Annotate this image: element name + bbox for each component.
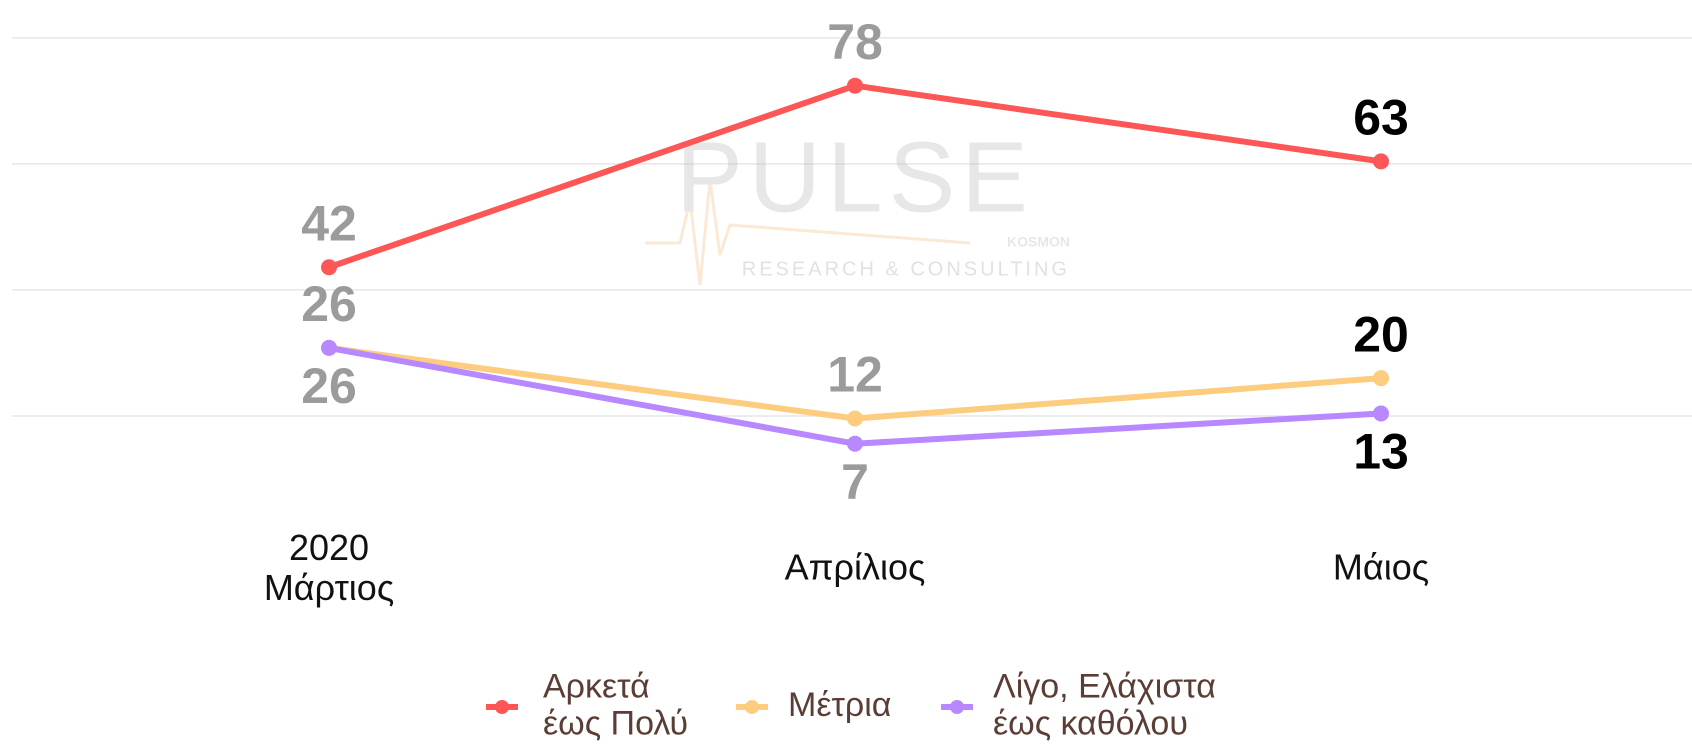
legend-label: Αρκετά έως Πολύ (543, 667, 688, 742)
point (321, 339, 337, 356)
data-label: 78 (827, 14, 883, 70)
x-tick-label: Μάιος (1333, 547, 1429, 588)
x-tick-label: 2020 Μάρτιος (264, 527, 394, 608)
point (1373, 370, 1389, 387)
point (1373, 405, 1389, 422)
data-label: 63 (1353, 90, 1409, 146)
data-label: 7 (841, 454, 869, 510)
data-label: 26 (301, 276, 357, 332)
data-label: 20 (1353, 306, 1409, 362)
legend-label: Μέτρια (788, 686, 891, 724)
data-label: 12 (827, 347, 883, 403)
data-label: 13 (1353, 424, 1409, 480)
x-tick-label: Απρίλιος (785, 547, 926, 588)
point (847, 435, 863, 452)
legend-label: Λίγο, Ελάχιστα έως καθόλου (993, 667, 1216, 742)
data-label: 26 (301, 358, 357, 414)
point (321, 259, 337, 276)
data-label: 42 (301, 195, 357, 251)
watermark: PULSE KOSMON RESEARCH & CONSULTING (645, 121, 1070, 286)
legend-marker (745, 700, 759, 714)
watermark-pulse (645, 179, 971, 286)
point (847, 410, 863, 427)
point (847, 77, 863, 94)
watermark-sub: KOSMON (1007, 234, 1070, 250)
point (1373, 153, 1389, 170)
watermark-title: PULSE (676, 121, 1034, 233)
legend-marker (950, 700, 964, 714)
watermark-caption: RESEARCH & CONSULTING (742, 258, 1070, 280)
legend-marker (495, 700, 509, 714)
